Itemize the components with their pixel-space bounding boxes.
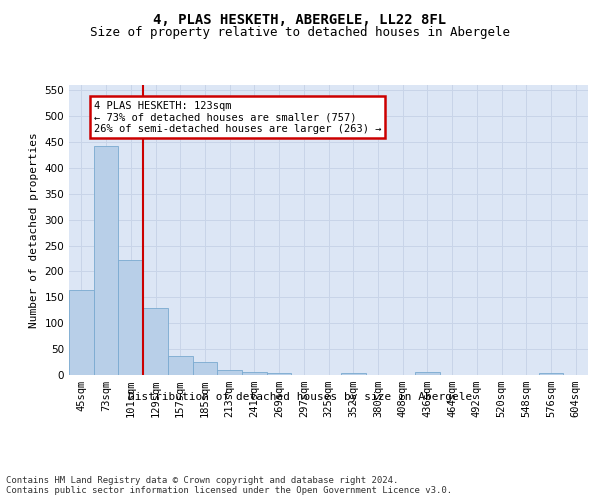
Bar [69,290,94,375]
Bar [267,374,292,375]
Bar [242,372,267,375]
Text: Contains HM Land Registry data © Crown copyright and database right 2024.
Contai: Contains HM Land Registry data © Crown c… [6,476,452,495]
Bar [118,260,143,375]
Bar [168,356,193,375]
Text: Size of property relative to detached houses in Abergele: Size of property relative to detached ho… [90,26,510,39]
Bar [193,362,217,375]
Bar [539,373,563,375]
Bar [341,373,365,375]
Y-axis label: Number of detached properties: Number of detached properties [29,132,39,328]
Bar [415,372,440,375]
Text: Distribution of detached houses by size in Abergele: Distribution of detached houses by size … [128,392,472,402]
Bar [217,370,242,375]
Text: 4, PLAS HESKETH, ABERGELE, LL22 8FL: 4, PLAS HESKETH, ABERGELE, LL22 8FL [154,12,446,26]
Bar [143,308,168,375]
Bar [94,146,118,375]
Text: 4 PLAS HESKETH: 123sqm
← 73% of detached houses are smaller (757)
26% of semi-de: 4 PLAS HESKETH: 123sqm ← 73% of detached… [94,100,381,134]
